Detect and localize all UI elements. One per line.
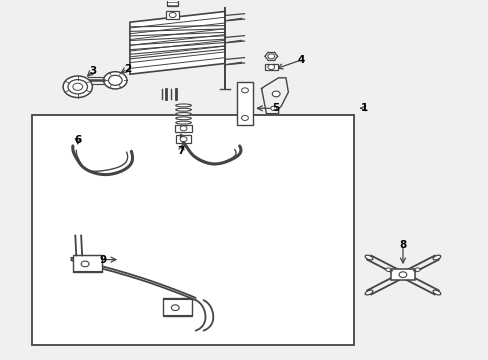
- Circle shape: [270, 106, 276, 111]
- Circle shape: [267, 54, 274, 59]
- FancyBboxPatch shape: [163, 298, 191, 316]
- FancyBboxPatch shape: [264, 64, 277, 70]
- Circle shape: [272, 91, 280, 97]
- Polygon shape: [130, 12, 224, 74]
- FancyBboxPatch shape: [176, 135, 190, 143]
- FancyBboxPatch shape: [167, 0, 178, 6]
- Text: 8: 8: [399, 239, 406, 249]
- Text: 5: 5: [272, 103, 279, 113]
- Text: 7: 7: [177, 146, 184, 156]
- Ellipse shape: [365, 255, 372, 260]
- Ellipse shape: [175, 113, 191, 116]
- FancyBboxPatch shape: [175, 125, 191, 132]
- Circle shape: [267, 64, 274, 69]
- Circle shape: [108, 75, 122, 85]
- Text: 3: 3: [89, 66, 97, 76]
- Ellipse shape: [175, 117, 191, 120]
- Text: 2: 2: [123, 64, 131, 74]
- Circle shape: [68, 80, 87, 94]
- Ellipse shape: [432, 290, 440, 295]
- Ellipse shape: [175, 104, 191, 107]
- Circle shape: [63, 76, 92, 98]
- FancyBboxPatch shape: [237, 82, 252, 125]
- Circle shape: [385, 268, 390, 271]
- Circle shape: [398, 272, 406, 278]
- FancyBboxPatch shape: [166, 11, 179, 19]
- Text: 9: 9: [100, 255, 106, 265]
- FancyBboxPatch shape: [73, 255, 102, 272]
- Ellipse shape: [432, 255, 440, 260]
- Circle shape: [414, 268, 419, 271]
- Circle shape: [171, 305, 179, 311]
- Ellipse shape: [175, 121, 191, 124]
- Circle shape: [73, 83, 82, 90]
- Ellipse shape: [365, 290, 372, 295]
- Text: 4: 4: [297, 55, 305, 65]
- Bar: [32, 116, 353, 345]
- Circle shape: [241, 116, 248, 121]
- Circle shape: [180, 126, 186, 131]
- Circle shape: [103, 72, 127, 89]
- Circle shape: [81, 261, 89, 267]
- FancyBboxPatch shape: [390, 269, 414, 280]
- Circle shape: [180, 136, 186, 141]
- Circle shape: [241, 88, 248, 93]
- Ellipse shape: [175, 108, 191, 111]
- Text: 1: 1: [360, 103, 367, 113]
- Circle shape: [169, 13, 176, 18]
- Text: 6: 6: [74, 135, 81, 145]
